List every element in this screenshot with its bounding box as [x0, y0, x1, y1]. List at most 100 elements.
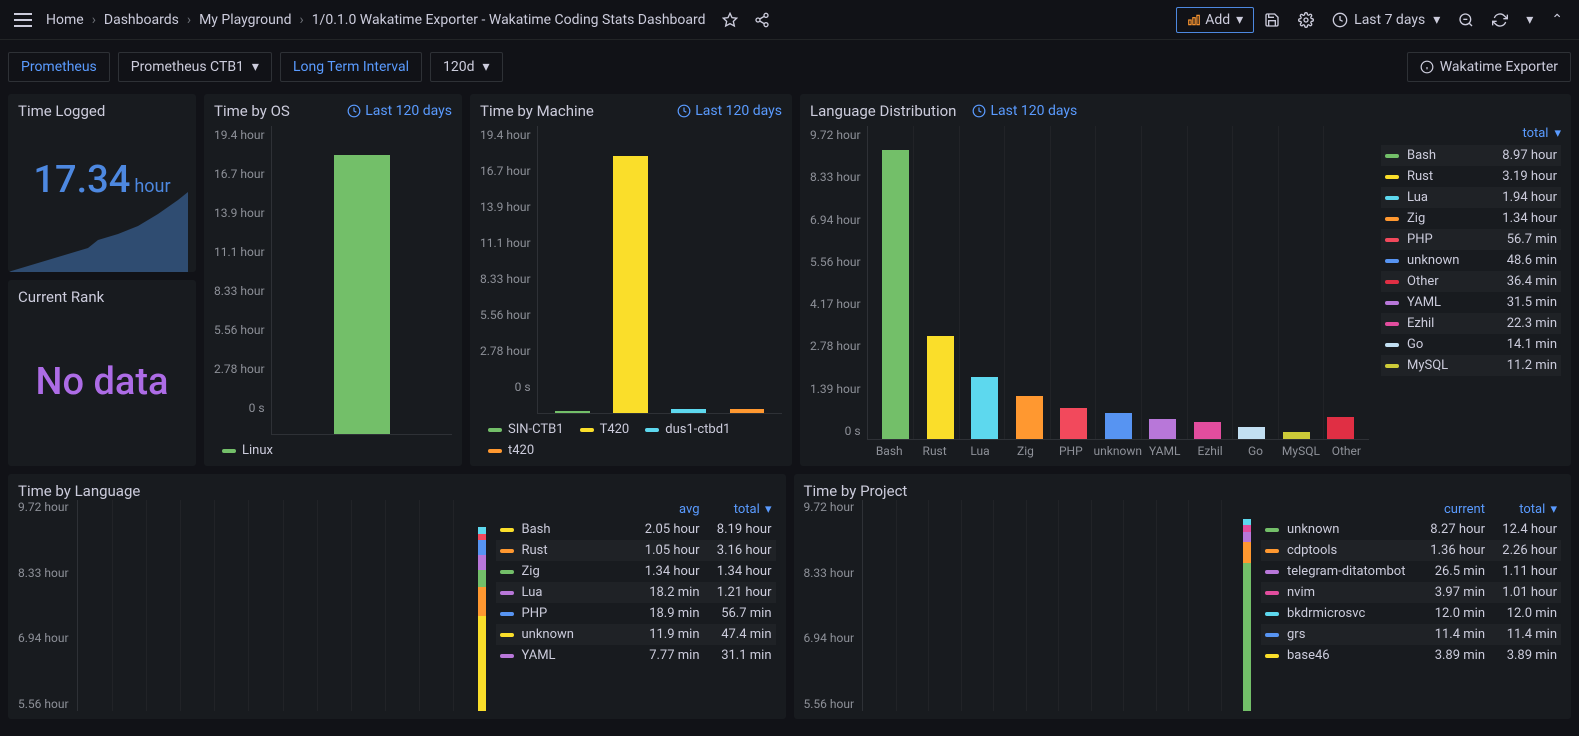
legend-item[interactable]: Bash2.05 hour8.19 hour	[496, 519, 776, 540]
bar	[1230, 126, 1275, 439]
legend-item[interactable]: MySQL11.2 min	[1381, 355, 1561, 376]
stacked-bar	[1243, 500, 1251, 711]
header-col[interactable]: current	[1413, 502, 1485, 517]
chevron-down-icon: ▾	[1433, 12, 1440, 28]
star-icon[interactable]	[714, 6, 746, 34]
legend-item[interactable]: Rust3.19 hour	[1381, 166, 1561, 187]
legend-item[interactable]: PHP56.7 min	[1381, 229, 1561, 250]
legend-item[interactable]: Lua1.94 hour	[1381, 187, 1561, 208]
breadcrumb-item[interactable]: 1/0.1.0 Wakatime Exporter - Wakatime Cod…	[312, 12, 706, 28]
panel-time-link[interactable]: Last 120 days	[677, 103, 782, 119]
legend-item[interactable]: T420	[580, 422, 630, 437]
legend-header[interactable]: total ▾	[1381, 126, 1561, 141]
top-bar: Home › Dashboards › My Playground › 1/0.…	[0, 0, 1579, 40]
clock-icon	[677, 104, 691, 118]
panel-time-by-os: Time by OS Last 120 days 19.4 hour16.7 h…	[204, 94, 462, 466]
bar	[544, 126, 602, 413]
legend-item[interactable]: SIN-CTB1	[488, 422, 564, 437]
datasource-select[interactable]: Prometheus CTB1 ▾	[118, 52, 272, 82]
menu-icon[interactable]	[8, 5, 38, 35]
legend-item[interactable]: Go14.1 min	[1381, 334, 1561, 355]
add-button[interactable]: Add ▾	[1176, 7, 1254, 33]
panel-time-logged: Time Logged 17.34 hour	[8, 94, 196, 272]
bar	[602, 126, 660, 413]
chevron-right-icon: ›	[299, 12, 303, 28]
legend-item[interactable]: unknown8.27 hour12.4 hour	[1261, 519, 1561, 540]
panel-title: Time by Project	[804, 482, 1562, 500]
variables-toolbar: Prometheus Prometheus CTB1 ▾ Long Term I…	[0, 40, 1579, 94]
legend-item[interactable]: unknown48.6 min	[1381, 250, 1561, 271]
legend-item[interactable]: Ezhil22.3 min	[1381, 313, 1561, 334]
legend-item[interactable]: Bash8.97 hour	[1381, 145, 1561, 166]
y-axis: 19.4 hour16.7 hour13.9 hour11.1 hour8.33…	[480, 126, 537, 414]
legend-item[interactable]: t420	[488, 443, 534, 458]
save-icon[interactable]	[1256, 6, 1288, 34]
legend-item[interactable]: unknown11.9 min47.4 min	[496, 624, 776, 645]
link-text: Last 120 days	[695, 103, 782, 119]
legend-item[interactable]: YAML7.77 min31.1 min	[496, 645, 776, 666]
interval-select[interactable]: 120d ▾	[430, 52, 503, 82]
panel-time-link[interactable]: Last 120 days	[347, 103, 452, 119]
select-value: 120d	[443, 59, 475, 75]
exporter-link[interactable]: Wakatime Exporter	[1407, 52, 1571, 82]
legend-item[interactable]: Zig1.34 hour	[1381, 208, 1561, 229]
legend-item[interactable]: base463.89 min3.89 min	[1261, 645, 1561, 666]
chevron-down-icon: ▾	[1526, 12, 1533, 28]
legend: total ▾ Bash8.97 hourRust3.19 hourLua1.9…	[1381, 126, 1561, 458]
panel-title: Current Rank	[18, 288, 186, 306]
link-text: Wakatime Exporter	[1440, 59, 1558, 75]
legend: avg total ▾ Bash2.05 hour8.19 hourRust1.…	[496, 500, 776, 711]
legend-item[interactable]: cdptools1.36 hour2.26 hour	[1261, 540, 1561, 561]
bar	[1141, 126, 1186, 439]
label-text: Long Term Interval	[293, 59, 409, 75]
header-col[interactable]: avg	[628, 502, 700, 517]
legend-item[interactable]: Rust1.05 hour3.16 hour	[496, 540, 776, 561]
header-col[interactable]: total ▾	[700, 502, 772, 517]
legend-item[interactable]: Linux	[222, 443, 273, 458]
stat-value: 17.34 hour	[18, 158, 186, 202]
no-data-text: No data	[18, 360, 186, 404]
chevron-right-icon: ›	[92, 12, 96, 28]
add-label: Add	[1205, 12, 1230, 28]
legend-item[interactable]: PHP18.9 min56.7 min	[496, 603, 776, 624]
chevron-down-icon: ▾	[252, 59, 259, 75]
chevron-down-icon: ▾	[1554, 126, 1561, 141]
breadcrumb-item[interactable]: My Playground	[199, 12, 291, 28]
chevron-down-icon: ▾	[482, 59, 489, 75]
refresh-icon[interactable]	[1484, 6, 1516, 34]
breadcrumb: Home › Dashboards › My Playground › 1/0.…	[46, 6, 1176, 34]
legend-item[interactable]: telegram-ditatombot26.5 min1.11 hour	[1261, 561, 1561, 582]
chevron-right-icon: ›	[187, 12, 191, 28]
breadcrumb-item[interactable]: Dashboards	[104, 12, 179, 28]
sparkline	[8, 192, 188, 272]
datasource-label[interactable]: Prometheus	[8, 52, 110, 82]
legend-item[interactable]: Lua18.2 min1.21 hour	[496, 582, 776, 603]
legend-item[interactable]: YAML31.5 min	[1381, 292, 1561, 313]
value: 17.34	[33, 158, 130, 202]
legend-item[interactable]: Zig1.34 hour1.34 hour	[496, 561, 776, 582]
legend-item[interactable]: nvim3.97 min1.01 hour	[1261, 582, 1561, 603]
legend-item[interactable]: grs11.4 min11.4 min	[1261, 624, 1561, 645]
time-range-picker[interactable]: Last 7 days ▾	[1324, 8, 1448, 32]
gear-icon[interactable]	[1290, 6, 1322, 34]
share-icon[interactable]	[746, 6, 778, 34]
panel-time-link[interactable]: Last 120 days	[972, 103, 1077, 119]
collapse-icon[interactable]: ⌃	[1543, 6, 1571, 34]
y-axis: 9.72 hour8.33 hour6.94 hour5.56 hour	[804, 500, 863, 711]
panel-title: Time by Machine	[480, 102, 594, 120]
refresh-dropdown[interactable]: ▾	[1518, 6, 1541, 34]
stacked-bar	[478, 500, 486, 711]
interval-label[interactable]: Long Term Interval	[280, 52, 422, 82]
zoom-out-icon[interactable]	[1450, 6, 1482, 34]
bar	[718, 126, 776, 413]
y-axis: 9.72 hour8.33 hour6.94 hour5.56 hour4.17…	[810, 126, 867, 458]
breadcrumb-item[interactable]: Home	[46, 12, 84, 28]
header-col[interactable]: total ▾	[1485, 502, 1557, 517]
time-range-label: Last 7 days	[1354, 12, 1425, 28]
legend-item[interactable]: dus1-ctbd1	[645, 422, 730, 437]
bar	[1319, 126, 1364, 439]
bar	[1096, 126, 1141, 439]
legend-item[interactable]: bkdrmicrosvc12.0 min12.0 min	[1261, 603, 1561, 624]
legend-item[interactable]: Other36.4 min	[1381, 271, 1561, 292]
link-text: Last 120 days	[365, 103, 452, 119]
